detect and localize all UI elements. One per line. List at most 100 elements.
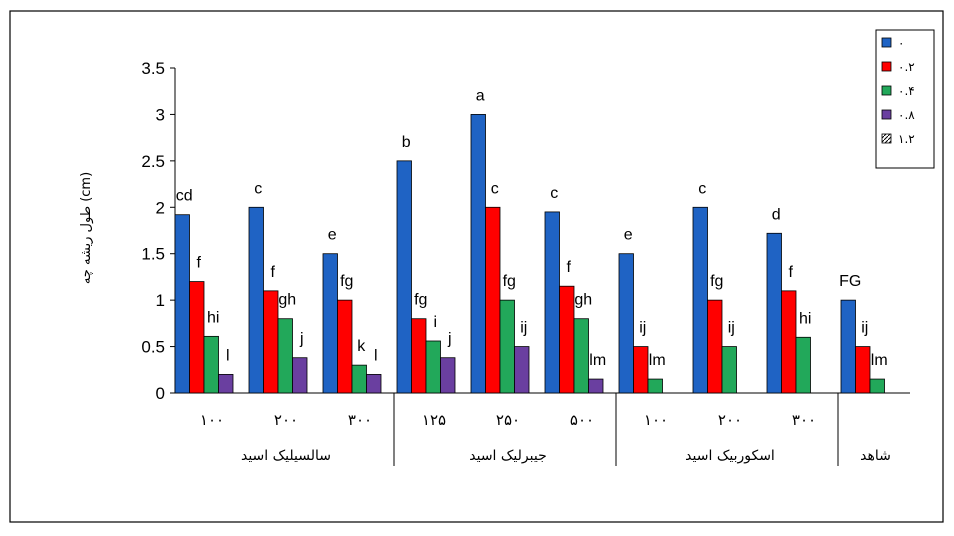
- bar-letter-label: e: [328, 227, 337, 244]
- y-tick-label: 2: [156, 198, 165, 217]
- bar: [647, 378, 663, 394]
- bar: [721, 346, 737, 394]
- bar-letter-label: fg: [503, 273, 516, 290]
- bar-letter-label: ij: [861, 320, 868, 337]
- bar-letter-label: j: [299, 331, 304, 348]
- bar-letter-label: c: [698, 180, 706, 197]
- bar: [425, 340, 441, 394]
- bar: [514, 346, 530, 394]
- bar-letter-label: c: [254, 180, 262, 197]
- bar: [218, 374, 234, 394]
- bar: [692, 206, 708, 394]
- bar: [485, 206, 501, 394]
- bar-letter-label: j: [447, 331, 452, 348]
- legend-swatch: [881, 37, 892, 48]
- y-tick-label: 0.5: [141, 338, 165, 357]
- bar-letter-label: e: [624, 227, 633, 244]
- bar: [544, 211, 560, 394]
- bar: [440, 357, 456, 394]
- y-tick-label: 1.5: [141, 245, 165, 264]
- bar-letter-label: f: [567, 259, 572, 276]
- bar-letter-label: lm: [871, 352, 888, 369]
- x-group-label: اسکوربیک اسید: [685, 448, 775, 464]
- bar-letter-label: gh: [278, 292, 296, 309]
- bar-letter-label: k: [357, 338, 366, 355]
- legend-label: ۱.۲: [898, 132, 915, 146]
- x-tick-label: ۵۰۰: [570, 411, 594, 429]
- bar: [396, 160, 412, 394]
- bar-letter-label: lm: [589, 352, 606, 369]
- bar: [707, 299, 723, 394]
- bar: [573, 318, 589, 394]
- y-tick-label: 3: [156, 105, 165, 124]
- bar: [766, 232, 782, 394]
- bar: [411, 318, 427, 394]
- y-tick-label: 1: [156, 291, 165, 310]
- bar-letter-label: c: [491, 180, 499, 197]
- legend-swatch: [881, 133, 892, 144]
- legend-swatch: [881, 85, 892, 96]
- bar-letter-label: a: [476, 87, 485, 104]
- bar-letter-label: c: [550, 185, 558, 202]
- y-tick-label: 0: [156, 384, 165, 403]
- bar-letter-label: i: [433, 314, 437, 331]
- bar-letter-label: f: [271, 264, 276, 281]
- x-group-label: شاهد: [860, 448, 891, 464]
- bar: [869, 378, 885, 394]
- legend-swatch: [881, 109, 892, 120]
- bar: [203, 335, 219, 394]
- bar-letter-label: f: [197, 255, 202, 272]
- bar-letter-label: b: [402, 134, 411, 151]
- x-tick-label: ۱۰۰: [200, 411, 224, 429]
- bar-letter-label: d: [772, 206, 781, 223]
- bar-letter-label: fg: [340, 273, 353, 290]
- bar: [351, 364, 367, 394]
- bar-letter-label: ij: [520, 320, 527, 337]
- bar: [248, 206, 264, 394]
- legend-label: ۰.۸: [898, 108, 915, 122]
- bar: [633, 346, 649, 394]
- bar: [559, 285, 575, 394]
- bar: [322, 253, 338, 394]
- y-tick-label: 2.5: [141, 152, 165, 171]
- x-group-label: جیبرلیک اسید: [469, 448, 547, 464]
- legend-label: ۰: [898, 36, 904, 50]
- bar-letter-label: f: [789, 264, 794, 281]
- bar-letter-label: l: [226, 347, 230, 364]
- bar: [855, 346, 871, 394]
- bar-letter-label: lm: [649, 352, 666, 369]
- bar: [189, 281, 205, 394]
- x-tick-label: ۲۰۰: [718, 411, 742, 429]
- bar-letter-label: l: [374, 347, 378, 364]
- legend-box: [875, 29, 935, 169]
- bar: [840, 299, 856, 394]
- bar: [499, 299, 515, 394]
- bar-letter-label: ij: [639, 320, 646, 337]
- bar-letter-label: fg: [414, 292, 427, 309]
- bar-letter-label: fg: [710, 273, 723, 290]
- x-tick-label: ۲۵۰: [496, 411, 520, 429]
- bar-letter-label: hi: [207, 309, 219, 326]
- x-tick-label: ۱۰۰: [644, 411, 668, 429]
- bar-letter-label: ij: [728, 320, 735, 337]
- x-tick-label: ۳۰۰: [348, 411, 372, 429]
- bar: [263, 290, 279, 394]
- bar-letter-label: cd: [176, 188, 193, 205]
- bar: [292, 357, 308, 394]
- bar-letter-label: hi: [799, 310, 811, 327]
- y-tick-label: 3.5: [141, 59, 165, 78]
- x-group-label: سالسیلیک اسید: [241, 448, 331, 464]
- bar-letter-label: gh: [574, 292, 592, 309]
- legend-swatch: [881, 61, 892, 72]
- bar: [588, 378, 604, 394]
- bar: [337, 299, 353, 394]
- x-tick-label: ۳۰۰: [792, 411, 816, 429]
- y-axis-label: طول ریشه چه (cm): [79, 172, 94, 284]
- legend-label: ۰.۲: [898, 60, 915, 74]
- bar: [470, 114, 486, 394]
- bar: [277, 318, 293, 394]
- x-tick-label: ۲۰۰: [274, 411, 298, 429]
- bar: [618, 253, 634, 394]
